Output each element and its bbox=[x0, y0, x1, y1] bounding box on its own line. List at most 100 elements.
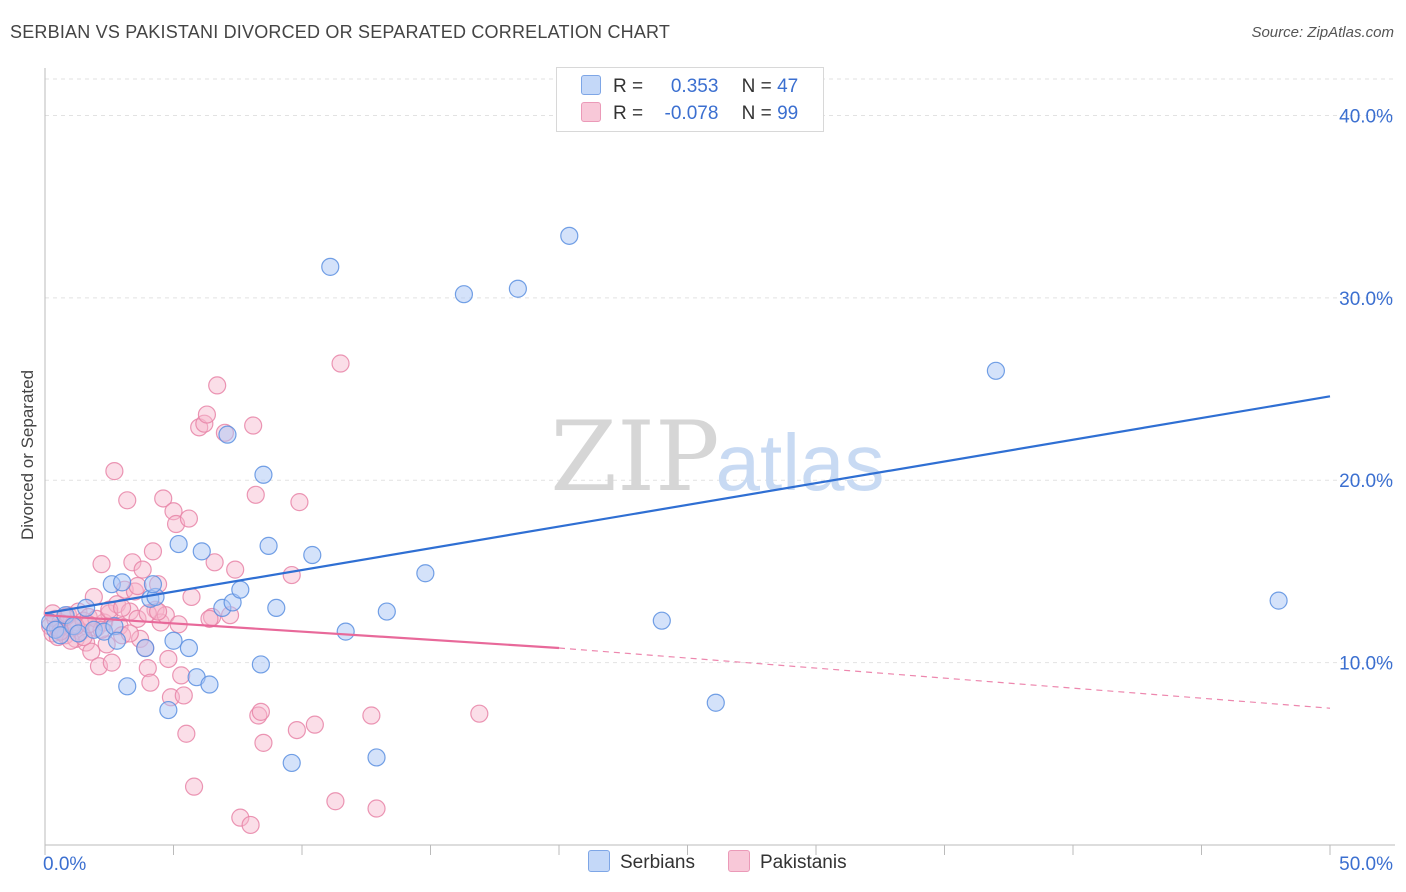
pakistanis-point bbox=[362, 706, 381, 725]
serbians-point bbox=[267, 598, 286, 618]
r-label: R = bbox=[613, 76, 644, 97]
legend-item-pakistanis: Pakistanis bbox=[728, 850, 847, 874]
serbians-point bbox=[159, 700, 178, 720]
serbians-point bbox=[69, 624, 88, 643]
watermark: ZIP atlas bbox=[550, 401, 884, 513]
serbians-point bbox=[367, 748, 386, 767]
r-label: R = bbox=[613, 103, 644, 124]
watermark-atlas: atlas bbox=[716, 418, 885, 507]
pakistanis-trend-line bbox=[44, 614, 560, 650]
serbians-point bbox=[218, 425, 237, 444]
pakistanis-point bbox=[226, 560, 245, 579]
x-tick-label-min: 0.0% bbox=[43, 854, 86, 875]
serbians-point bbox=[1269, 591, 1288, 610]
correlation-legend: R = 0.353 N = 47 R = -0.078 N = 99 bbox=[556, 67, 824, 132]
x-tick-label-max: 50.0% bbox=[1339, 854, 1393, 875]
legend-row-serbians: R = 0.353 N = 47 bbox=[581, 75, 798, 99]
serbians-point bbox=[179, 638, 199, 658]
serbians-point bbox=[321, 257, 340, 276]
pakistanis-point bbox=[143, 542, 163, 561]
pakistanis-point bbox=[197, 405, 217, 424]
y-tick-label: 20.0% bbox=[1339, 471, 1393, 492]
serbians-point bbox=[107, 631, 127, 650]
n-label: N = bbox=[741, 103, 772, 124]
r-value-pakistanis: -0.078 bbox=[664, 103, 719, 124]
pakistanis-point bbox=[118, 491, 137, 510]
serbians-point bbox=[282, 753, 301, 773]
serbians-point bbox=[231, 580, 250, 599]
serbians-point bbox=[118, 677, 137, 696]
serbians-point bbox=[652, 611, 671, 630]
serbians-swatch bbox=[581, 75, 601, 95]
pakistanis-trend-extension bbox=[558, 647, 1331, 709]
pakistanis-point bbox=[184, 777, 204, 796]
grid-lines bbox=[45, 78, 1395, 664]
pakistanis-points bbox=[41, 354, 489, 835]
pakistanis-point bbox=[246, 485, 265, 504]
pakistanis-point bbox=[287, 720, 306, 740]
serbians-point bbox=[169, 534, 188, 554]
serbians-point bbox=[303, 545, 322, 565]
tick-labels: 10.0% 20.0% 30.0% 40.0% 0.0% 50.0% bbox=[43, 106, 1393, 875]
watermark-zip: ZIP bbox=[550, 401, 719, 513]
trend-lines bbox=[44, 395, 1331, 709]
pakistanis-point bbox=[179, 509, 199, 528]
pakistanis-point bbox=[174, 686, 193, 705]
serbians-point bbox=[51, 626, 70, 645]
serbians-point bbox=[192, 542, 211, 561]
pakistanis-point bbox=[141, 673, 160, 692]
pakistanis-point bbox=[231, 808, 250, 827]
pakistanis-point bbox=[205, 553, 224, 572]
y-tick-label: 40.0% bbox=[1339, 106, 1393, 127]
serbians-point bbox=[143, 575, 163, 594]
y-axis-label: Divorced or Separated bbox=[18, 370, 37, 540]
serbians-point bbox=[254, 465, 273, 484]
pakistanis-point bbox=[200, 609, 219, 628]
source-note: Source: ZipAtlas.com bbox=[1251, 24, 1394, 41]
serbians-point bbox=[377, 602, 396, 621]
pakistanis-point bbox=[241, 815, 260, 835]
serbians-point bbox=[251, 655, 270, 674]
y-tick-label: 10.0% bbox=[1339, 654, 1393, 675]
pakistanis-point bbox=[367, 799, 386, 818]
serbians-point bbox=[508, 279, 527, 298]
pakistanis-point bbox=[305, 715, 324, 734]
serbians-point bbox=[706, 693, 725, 712]
pakistanis-point bbox=[290, 493, 309, 512]
serbians-trend-line bbox=[44, 395, 1331, 615]
pakistanis-point bbox=[138, 658, 157, 678]
serbians-point bbox=[336, 622, 355, 641]
pakistanis-point bbox=[208, 376, 227, 395]
n-value-pakistanis: 99 bbox=[777, 103, 799, 124]
pakistanis-point bbox=[92, 555, 111, 574]
serbians-point bbox=[986, 361, 1006, 380]
pakistanis-point bbox=[177, 724, 196, 743]
r-value-serbians: 0.353 bbox=[670, 76, 719, 97]
pakistanis-point bbox=[282, 565, 301, 585]
serbians-point bbox=[164, 631, 183, 650]
serbians-point bbox=[200, 675, 219, 694]
axes bbox=[44, 68, 1395, 855]
pakistanis-point bbox=[105, 462, 124, 481]
pakistanis-point bbox=[182, 587, 201, 607]
serbians-point bbox=[112, 573, 132, 592]
serbians-points bbox=[41, 226, 1288, 773]
serbians-point bbox=[560, 226, 579, 245]
pakistanis-point bbox=[82, 642, 101, 661]
pakistanis-point bbox=[254, 733, 273, 752]
serbians-point bbox=[454, 285, 474, 304]
pakistanis-point bbox=[102, 653, 121, 672]
pakistanis-point bbox=[154, 489, 173, 508]
pakistanis-point bbox=[172, 666, 191, 685]
pakistanis-point bbox=[133, 560, 152, 579]
pakistanis-point bbox=[326, 792, 345, 811]
chart-title: SERBIAN VS PAKISTANI DIVORCED OR SEPARAT… bbox=[10, 22, 671, 42]
legend-item-serbians: Serbians bbox=[588, 850, 695, 874]
pakistanis-point bbox=[244, 416, 263, 435]
serbians-legend-label: Serbians bbox=[620, 852, 695, 873]
y-tick-label: 30.0% bbox=[1339, 289, 1393, 310]
serbians-point bbox=[259, 536, 278, 555]
pakistanis-legend-swatch bbox=[728, 850, 750, 872]
serbians-point bbox=[136, 638, 155, 658]
